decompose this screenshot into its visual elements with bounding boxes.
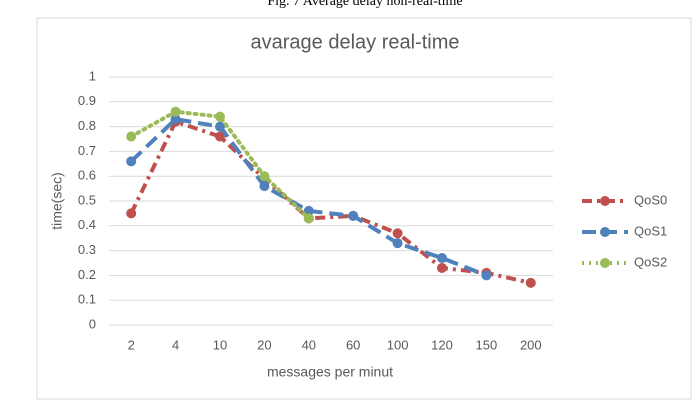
y-tick-label: 0.9 bbox=[78, 93, 96, 108]
legend-marker bbox=[600, 258, 610, 268]
point bbox=[437, 253, 447, 264]
legend-marker bbox=[600, 227, 610, 237]
y-tick-label: 0.4 bbox=[78, 217, 96, 232]
x-tick-label: 60 bbox=[346, 337, 360, 352]
y-tick-label: 0 bbox=[89, 316, 96, 331]
point bbox=[525, 277, 536, 288]
x-tick-label: 4 bbox=[172, 337, 179, 352]
point bbox=[170, 114, 181, 125]
y-tick-label: 0.3 bbox=[78, 242, 96, 257]
point bbox=[303, 213, 314, 224]
legend-label: QoS0 bbox=[634, 192, 667, 207]
point bbox=[392, 238, 403, 249]
x-tick-label: 200 bbox=[520, 337, 542, 352]
point bbox=[259, 181, 270, 192]
point bbox=[126, 156, 137, 167]
x-tick-label: 40 bbox=[302, 337, 316, 352]
point bbox=[170, 106, 181, 117]
x-axis-label: messages per minut bbox=[267, 364, 393, 380]
x-tick-label: 150 bbox=[476, 337, 498, 352]
y-tick-label: 0.6 bbox=[78, 168, 96, 183]
x-tick-label: 2 bbox=[128, 337, 135, 352]
x-tick-label: 120 bbox=[431, 337, 453, 352]
y-tick-label: 0.7 bbox=[78, 143, 96, 158]
point bbox=[126, 208, 137, 219]
point bbox=[126, 131, 137, 142]
y-tick-label: 0.1 bbox=[78, 292, 96, 307]
point bbox=[348, 210, 359, 221]
point bbox=[215, 111, 225, 122]
chart-frame bbox=[36, 17, 692, 400]
point bbox=[392, 228, 403, 239]
legend-label: QoS2 bbox=[634, 254, 667, 269]
point bbox=[215, 131, 225, 142]
y-tick-label: 0.8 bbox=[78, 118, 96, 133]
legend-marker bbox=[600, 196, 610, 206]
point bbox=[215, 121, 225, 132]
legend-label: QoS1 bbox=[634, 223, 667, 238]
series-line bbox=[129, 109, 311, 221]
x-tick-label: 10 bbox=[213, 337, 227, 352]
x-tick-label: 20 bbox=[257, 337, 271, 352]
point bbox=[481, 270, 492, 281]
point bbox=[437, 262, 447, 273]
caption: Fig. 7 Average delay non-real-time bbox=[267, 0, 462, 9]
y-tick-label: 0.2 bbox=[78, 267, 96, 282]
y-axis-label: time(sec) bbox=[49, 172, 65, 230]
x-tick-label: 100 bbox=[387, 337, 409, 352]
y-tick-label: 0.5 bbox=[78, 192, 96, 207]
chart-title: avarage delay real-time bbox=[251, 31, 460, 53]
point bbox=[259, 171, 270, 182]
series-line bbox=[129, 119, 532, 285]
y-tick-label: 1 bbox=[89, 68, 96, 83]
